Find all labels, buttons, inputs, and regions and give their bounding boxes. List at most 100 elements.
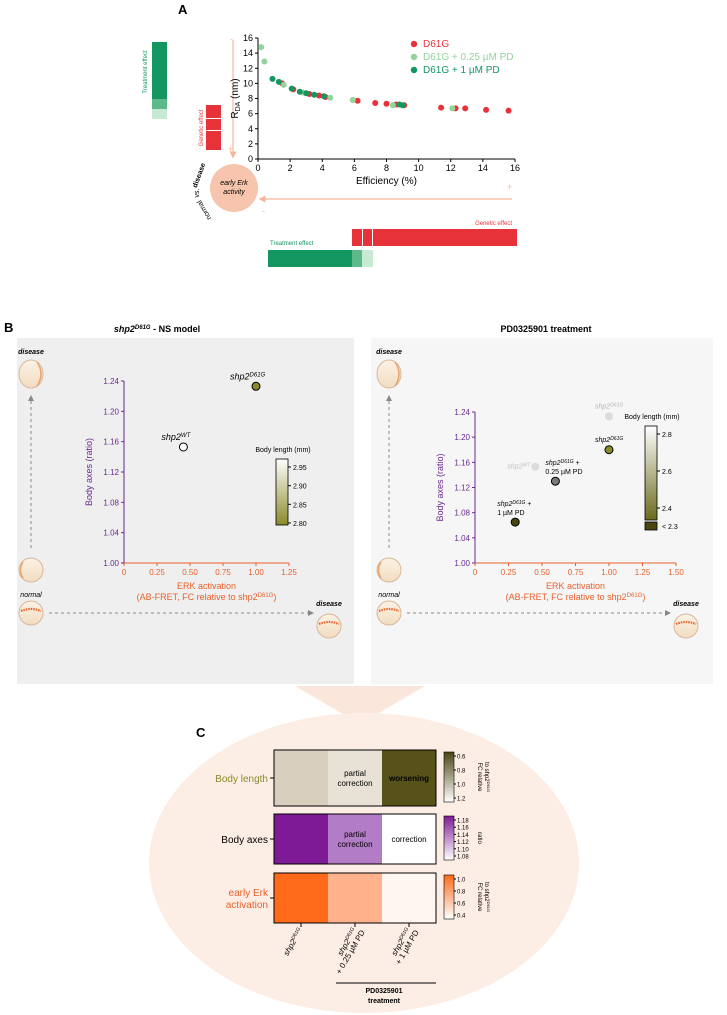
side-egg-disease-band-band [675,620,697,626]
b-y-tick-label: 1.08 [103,498,119,507]
b-right-label-1-line1: shp2D61G + [497,500,531,508]
side-disease-label-right: disease [673,601,699,608]
b-x-tick-label: 0.50 [534,568,550,577]
b-x-tick-label: 0.50 [182,568,198,577]
c-cell-1-1 [328,814,382,864]
chart-a-point-1 [349,97,356,104]
panel-c-heatmap: partial correction worsening Body length 0.6… [215,749,491,1005]
vertical-minus-sign: - [230,34,233,44]
side-egg-top-shell [376,359,402,389]
vertical-plus-sign: + [228,144,233,154]
b-legend-tick-label: 2.8 [662,432,672,439]
b-legend-gradient [644,425,658,521]
side-egg-normal-band-band [378,607,400,613]
chart-a-x-tick-label: 12 [446,163,456,173]
c-legend-bar-1 [443,815,455,861]
side-egg-disease-band-band [318,620,340,626]
chart-a-legend-swatch [410,66,418,74]
side-egg-disease-band-shell [673,613,699,639]
horizontal-plus-sign: + [507,182,512,192]
c-cell-0-2 [382,750,436,806]
chart-a: 0 2 4 6 8 10 12 14 16 0 2 4 6 8 10 12 14 16 Efficiency (%)… [230,33,520,187]
c-legend-tick-label: 1.0 [457,878,466,884]
chart-a-point-2 [288,85,295,92]
b-right-label-025-line2: 0.25 µM PD [545,469,582,476]
c-bracket-line2: treatment [368,998,401,1005]
b-legend-gradient [275,458,289,526]
c-legend-title-0: FC relative [476,762,482,792]
b-x-tick-label: 0 [122,568,127,577]
treatment-effect-label-vertical: Treatment effect [143,50,149,94]
c-cell-text: partial [344,769,366,778]
circle-text-line2: activity [223,189,245,196]
b-y-tick-label: 1.04 [454,534,470,543]
c-legend-tick-label: 0.6 [457,902,466,908]
panel-a-label: A [178,2,188,17]
c-row-label: Body length [215,774,268,785]
b-y-tick-label: 1.16 [103,438,119,447]
b-legend-tick-label: 2.90 [293,484,307,491]
b-x-tick-label: 0.25 [149,568,165,577]
chart-a-x-tick-label: 4 [320,163,325,173]
arc-disease-text: disease [192,162,207,189]
chart-a-x-tick-label: 14 [478,163,488,173]
side-normal-label: normal [378,592,400,599]
side-egg-bottom-embryo [19,561,24,579]
c-cell-text: correction [337,840,372,849]
chart-a-legend-label: D61G + 0.25 µM PD [423,52,514,63]
panel-b-left-side-illustration: disease normal disease [18,349,342,639]
chart-a-x-tick-label: 16 [510,163,520,173]
c-cell-text: correction [391,835,426,844]
genetic-bar-h-2 [363,229,372,246]
side-egg-top-embryo [36,361,42,387]
chart-a-point-1 [280,81,287,88]
treatment-effect-bar-mid [152,99,167,109]
arc-vs-text: vs. [194,188,201,197]
c-legend-tick-label: 1.08 [457,855,469,861]
side-normal-label: normal [20,592,42,599]
genetic-effect-bar-mid [206,119,221,130]
b-left-label-wt: shp2WT [161,432,191,442]
b-x-axis-label-2: (AB-FRET, FC relative to shp2D61G) [137,592,277,602]
b-legend-tick-label: 2.95 [293,465,307,472]
c-legend-title2-0: to shp2D61G [483,762,491,792]
chart-a-y-tick-label: 2 [248,139,253,149]
genetic-effect-bar-top [206,105,221,118]
panel-b-left-title: shp2D61G - NS model [114,324,200,334]
chart-a-point-0 [383,100,390,107]
b-legend-tick-label: 2.85 [293,502,307,509]
chart-a-y-tick-label: 16 [243,33,253,43]
side-egg-normal-band-band [20,607,42,613]
b-x-axis-label: ERK activation [177,581,236,591]
chart-a-point-1 [449,105,456,112]
b-x-tick-label: 1.25 [635,568,651,577]
chart-a-legend-label: D61G [423,39,449,50]
b-y-tick-label: 1.16 [454,458,470,467]
side-egg-top-embryo [394,361,400,387]
b-legend-below-swatch [644,521,658,531]
side-egg-normal-band [18,600,44,626]
chart-a-point-2 [296,88,303,95]
chart-a-y-tick-label: 6 [248,109,253,119]
chart-a-point-1 [261,58,268,65]
chart-a-point-0 [505,107,512,114]
funnel-triangle [295,686,425,724]
c-legend-tick-label: 1.12 [457,840,469,846]
chart-a-point-2 [303,90,310,97]
side-egg-disease-band [673,613,699,639]
b-left-label-d61g: shp2D61G [230,371,266,381]
c-legend-tick-label: 1.18 [457,819,469,825]
chart-a-y-tick-label: 14 [243,48,253,58]
c-legend-tick-label: 0.8 [457,769,466,775]
early-erk-circle [210,164,258,212]
c-bracket-line1: PD0325901 [366,988,403,995]
chart-b-left: 0 0.25 0.50 0.75 1.00 1.25 1.00 1.04 1.08 1.12 1.1… [84,371,311,602]
b-x-tick-label: 0.75 [568,568,584,577]
c-cell-text: worsening [388,774,429,783]
c-row-label: Body axes [221,835,268,846]
c-legend-tick-label: 1.2 [457,797,466,803]
panel-c-label: C [196,725,206,740]
treatment-bar-h-3 [362,250,373,267]
c-cell-0-1 [328,750,382,806]
chart-a-y-tick-label: 4 [248,124,253,134]
